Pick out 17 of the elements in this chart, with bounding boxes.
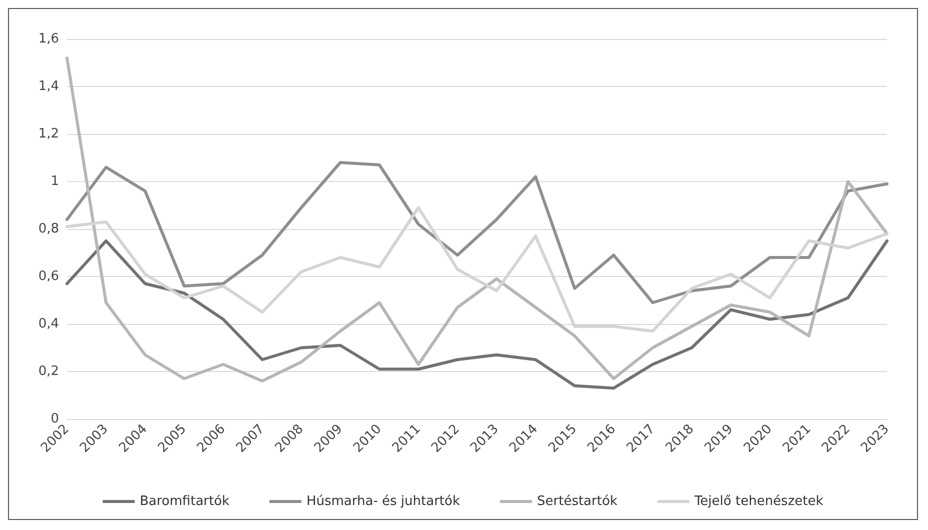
- y-tick-label: 1,6: [38, 32, 59, 46]
- line-series: [66, 239, 888, 390]
- y-tick-label: 0: [50, 412, 59, 426]
- y-tick-label: 0,2: [38, 364, 59, 379]
- legend-label: Baromfitartók: [140, 494, 230, 509]
- line-series: [66, 206, 888, 333]
- line-series: [66, 56, 888, 382]
- y-tick-label: 0,6: [38, 269, 59, 284]
- y-tick-label: 0,4: [38, 316, 59, 332]
- legend-label: Húsmarha- és juhtartók: [306, 494, 460, 509]
- y-tick-label: 0,8: [38, 222, 59, 236]
- line-series: [66, 161, 888, 304]
- legend-label: Sertéstartók: [537, 494, 618, 509]
- y-tick-label: 1,2: [38, 126, 59, 142]
- legend-label: Tejelő tehenészetek: [693, 494, 824, 509]
- y-tick-label: 1: [50, 174, 59, 189]
- y-tick-label: 1,4: [38, 79, 59, 94]
